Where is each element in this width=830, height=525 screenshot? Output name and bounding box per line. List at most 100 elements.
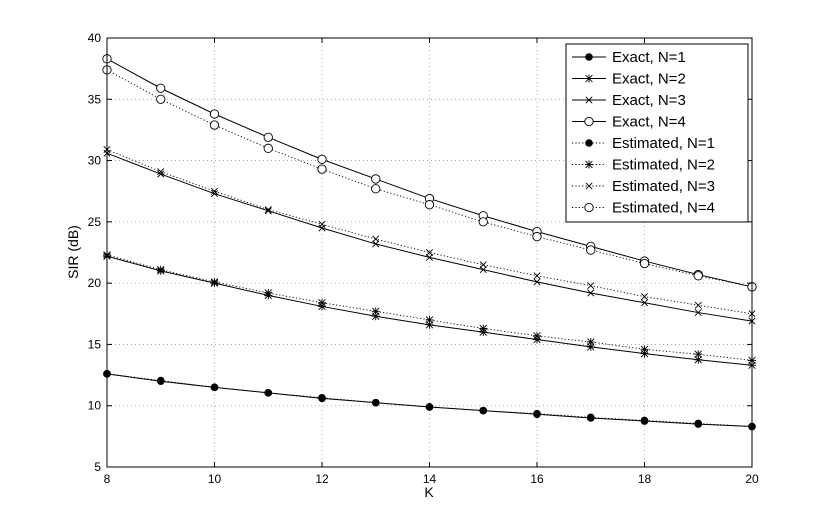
data-point — [210, 187, 219, 195]
data-point — [318, 393, 326, 402]
x-tick-label: 14 — [423, 472, 437, 486]
marker-dot — [640, 416, 649, 425]
legend-item: Exact, N=3 — [572, 92, 686, 109]
data-point — [157, 170, 165, 178]
marker-x — [157, 168, 165, 176]
marker-x — [264, 206, 272, 214]
marker-star — [318, 298, 326, 307]
legend-item: Estimated, N=4 — [572, 200, 715, 217]
series-estimated-n-2 — [103, 250, 756, 365]
data-point — [694, 419, 703, 428]
data-point — [371, 174, 381, 184]
data-point — [264, 389, 273, 397]
marker-x — [425, 248, 434, 257]
legend-marker — [584, 202, 594, 213]
data-point — [532, 231, 542, 242]
y-tick-label: 5 — [94, 460, 101, 474]
data-point — [157, 168, 165, 176]
data-point — [209, 120, 220, 130]
marker-circle — [156, 94, 166, 104]
legend-label: Estimated, N=3 — [612, 178, 715, 195]
marker-x — [318, 220, 326, 228]
legend-label: Estimated, N=2 — [612, 157, 715, 174]
marker-x — [479, 261, 487, 269]
data-point — [640, 416, 649, 425]
x-tick-label: 18 — [638, 472, 652, 486]
x-tick-label: 10 — [208, 472, 222, 486]
marker-star — [640, 349, 649, 358]
marker-circle — [209, 120, 220, 130]
marker-x — [372, 235, 380, 243]
data-point — [317, 154, 327, 164]
data-point — [639, 258, 650, 269]
data-point — [533, 278, 541, 286]
data-point — [156, 83, 166, 93]
marker-x — [210, 190, 219, 198]
marker-circle — [584, 202, 594, 213]
data-point — [210, 383, 219, 392]
marker-star — [371, 307, 380, 316]
x-tick-label: 16 — [530, 472, 544, 486]
legend-label: Exact, N=4 — [612, 114, 686, 131]
marker-x — [533, 278, 541, 286]
marker-x — [587, 282, 595, 290]
data-point — [156, 94, 166, 104]
data-point — [479, 261, 487, 269]
legend-item: Estimated, N=1 — [572, 135, 715, 152]
marker-star — [585, 160, 593, 169]
data-point — [425, 320, 434, 329]
marker-dot — [264, 389, 273, 397]
marker-star — [586, 337, 595, 346]
data-point — [640, 293, 649, 301]
marker-star — [425, 320, 434, 329]
data-point — [156, 265, 165, 274]
data-point — [264, 288, 273, 297]
marker-x — [585, 96, 593, 104]
data-point — [318, 298, 326, 307]
marker-star — [585, 74, 593, 83]
series-estimated-n-3 — [103, 146, 756, 318]
legend-item: Exact, N=2 — [572, 71, 686, 88]
marker-x — [694, 301, 702, 309]
legend-marker — [585, 139, 593, 147]
marker-circle — [317, 164, 327, 174]
data-point — [586, 337, 595, 346]
data-point — [587, 289, 595, 297]
marker-star — [479, 324, 488, 333]
legend-label: Exact, N=1 — [612, 49, 686, 66]
data-point — [371, 312, 380, 321]
y-tick-label: 15 — [88, 337, 102, 351]
marker-star — [371, 312, 380, 321]
data-point — [318, 220, 326, 228]
series-estimated-n-1 — [103, 370, 756, 431]
marker-circle — [639, 258, 650, 269]
marker-circle — [586, 245, 596, 255]
data-point — [586, 342, 595, 351]
data-point — [640, 299, 649, 307]
marker-circle — [156, 83, 166, 93]
marker-star — [156, 265, 165, 274]
data-point — [425, 315, 434, 324]
series-estimated-n-4 — [102, 65, 757, 292]
marker-dot — [425, 403, 434, 411]
data-point — [372, 235, 380, 243]
marker-x — [694, 309, 702, 317]
data-point — [533, 409, 541, 418]
marker-x — [210, 187, 219, 195]
y-axis-label: SIR (dB) — [65, 225, 81, 279]
data-point — [587, 282, 595, 290]
data-point — [478, 217, 488, 227]
data-point — [479, 406, 488, 415]
legend-marker — [585, 160, 593, 169]
legend-label: Exact, N=2 — [612, 71, 686, 88]
marker-dot — [586, 413, 595, 422]
marker-star — [640, 345, 649, 354]
marker-circle — [478, 217, 488, 227]
marker-dot — [533, 409, 541, 418]
legend: Exact, N=1 Exact, N=2 Exact, N=3 Exact, N=4… — [565, 43, 749, 223]
marker-circle — [209, 109, 220, 119]
marker-x — [533, 272, 541, 280]
data-point — [425, 403, 434, 411]
data-point — [210, 277, 219, 286]
data-point — [263, 132, 273, 142]
